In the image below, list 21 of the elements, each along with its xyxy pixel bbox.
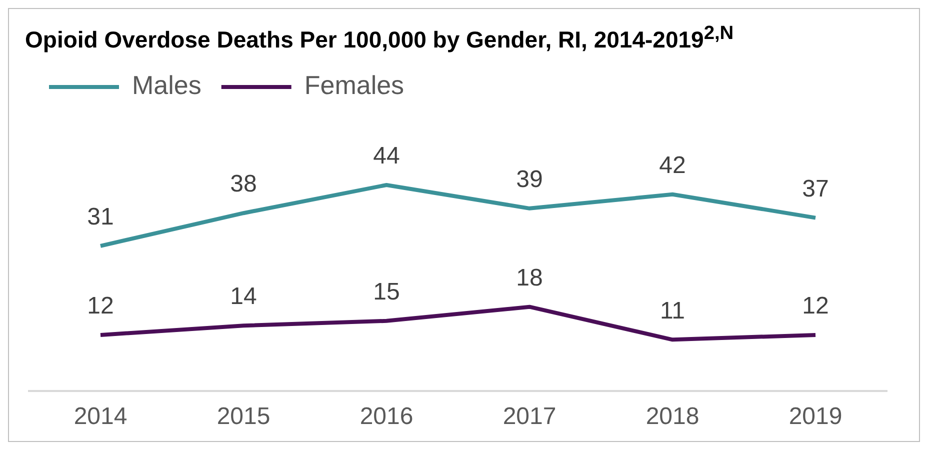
x-tick-label: 2018: [646, 402, 700, 430]
data-label: 39: [516, 166, 543, 193]
x-tick-label: 2019: [788, 402, 842, 430]
data-label: 18: [516, 264, 543, 292]
x-tick-label: 2017: [502, 402, 556, 430]
data-label: 44: [373, 142, 400, 170]
data-label: 38: [230, 170, 257, 198]
data-label: 12: [802, 292, 829, 320]
legend-label: Males: [132, 70, 202, 100]
chart-title: Opioid Overdose Deaths Per 100,000 by Gender, RI, 2014-2019$^{2,N}$: [24, 22, 735, 54]
data-label: 14: [230, 282, 257, 310]
data-label: 31: [87, 203, 114, 230]
x-tick-label: 2014: [74, 402, 128, 430]
legend-label: Females: [304, 70, 404, 100]
data-label: 12: [87, 292, 114, 320]
data-label: 15: [373, 278, 400, 306]
data-label: 11: [660, 296, 685, 324]
data-label: 42: [659, 152, 686, 179]
x-tick-label: 2015: [216, 402, 270, 430]
x-tick-label: 2016: [360, 402, 414, 430]
data-label: 37: [802, 175, 829, 202]
